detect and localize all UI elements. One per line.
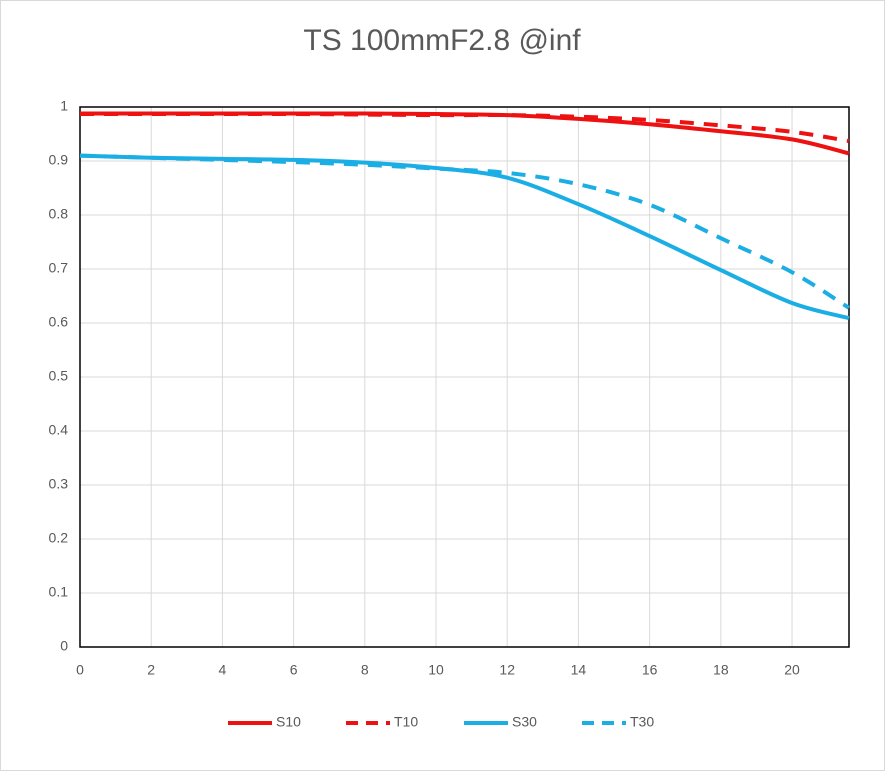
x-tick-label: 20 (784, 662, 800, 678)
y-tick-label: 1 (60, 98, 68, 114)
x-tick-label: 10 (428, 662, 444, 678)
y-tick-label: 0.8 (49, 206, 69, 222)
x-tick-label: 8 (361, 662, 369, 678)
x-tick-label: 4 (219, 662, 227, 678)
y-tick-label: 0.7 (49, 260, 69, 276)
x-tick-label: 2 (147, 662, 155, 678)
y-tick-label: 0.9 (49, 152, 69, 168)
y-tick-label: 0.6 (49, 314, 69, 330)
y-tick-label: 0.1 (49, 584, 69, 600)
x-tick-label: 0 (76, 662, 84, 678)
plot-border (79, 106, 850, 648)
y-tick-label: 0.5 (49, 368, 69, 384)
y-tick-label: 0 (60, 638, 68, 654)
x-tick-label: 6 (290, 662, 298, 678)
legend-label: S30 (512, 714, 537, 730)
series-line (79, 153, 851, 310)
y-tick-label: 0.2 (49, 530, 69, 546)
legend-label: S10 (276, 714, 301, 730)
x-tick-label: 18 (713, 662, 729, 678)
y-tick-label: 0.3 (49, 476, 69, 492)
series-line (80, 111, 850, 143)
x-tick-label: 16 (642, 662, 658, 678)
chart-title: TS 100mmF2.8 @inf (303, 24, 581, 57)
x-tick-label: 12 (499, 662, 515, 678)
x-tick-label: 14 (571, 662, 587, 678)
legend-label: T30 (630, 714, 654, 730)
legend-label: T10 (394, 714, 418, 730)
y-tick-label: 0.4 (49, 422, 69, 438)
